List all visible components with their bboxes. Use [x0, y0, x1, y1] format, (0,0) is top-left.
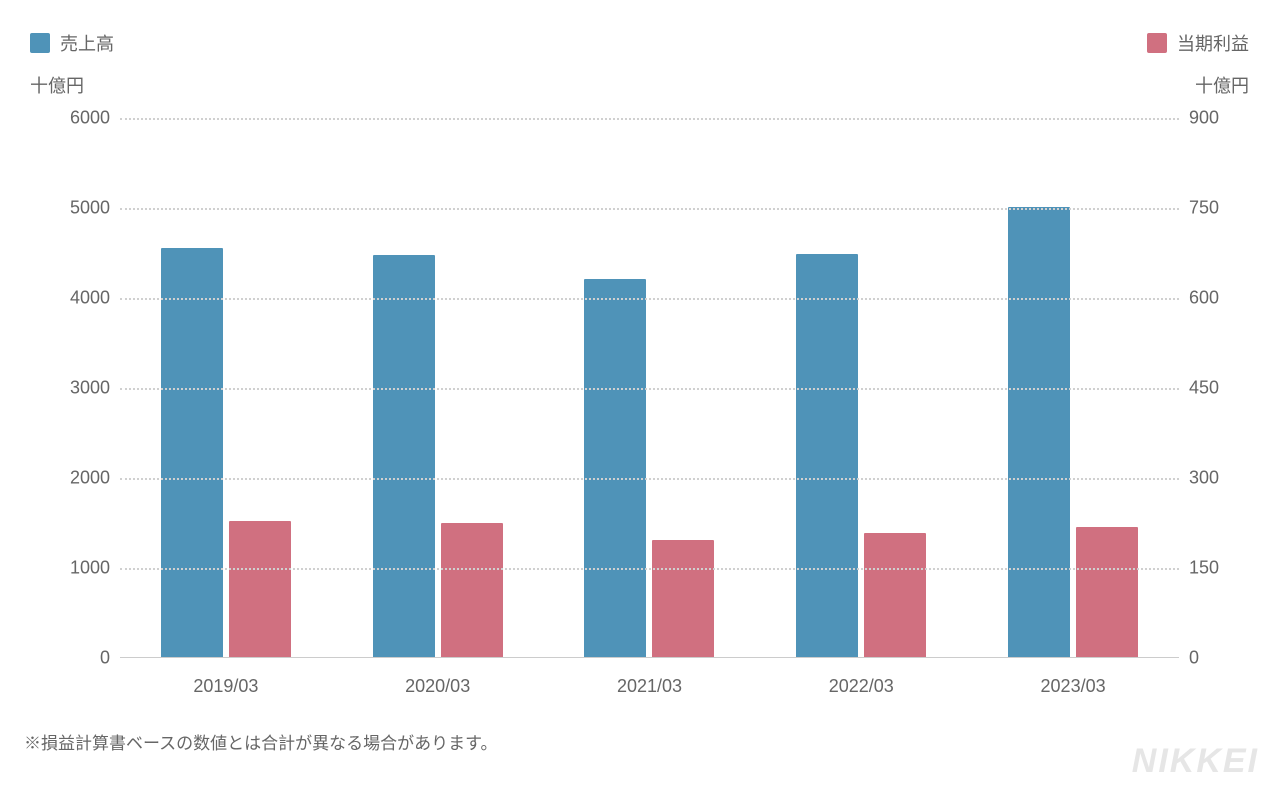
ytick-right: 900 [1189, 108, 1239, 129]
x-axis-label: 2020/03 [348, 676, 528, 697]
ytick-left: 0 [50, 648, 110, 669]
bar-profit [1076, 527, 1138, 657]
ytick-right: 0 [1189, 648, 1239, 669]
bar-profit [441, 523, 503, 657]
ytick-right: 450 [1189, 378, 1239, 399]
bar-revenue [796, 254, 858, 657]
ytick-right: 150 [1189, 558, 1239, 579]
ytick-right: 750 [1189, 198, 1239, 219]
legend: 売上高 当期利益 [20, 20, 1259, 56]
bar-group [559, 279, 739, 657]
bar-group [348, 255, 528, 657]
ytick-right: 600 [1189, 288, 1239, 309]
legend-item-revenue: 売上高 [30, 30, 114, 56]
gridline [120, 298, 1179, 300]
x-axis-labels: 2019/03 2020/03 2021/03 2022/03 2023/03 [20, 676, 1259, 697]
chart-container: 0010001502000300300045040006005000750600… [20, 118, 1259, 658]
bar-profit [229, 521, 291, 657]
gridline [120, 118, 1179, 120]
bar-revenue [1008, 207, 1070, 657]
gridline [120, 388, 1179, 390]
y-axis-label-left: 十億円 [30, 72, 84, 98]
legend-label-profit: 当期利益 [1177, 30, 1249, 56]
gridline [120, 208, 1179, 210]
bar-group [983, 207, 1163, 657]
ytick-left: 6000 [50, 108, 110, 129]
ytick-left: 3000 [50, 378, 110, 399]
y-axis-label-right: 十億円 [1195, 72, 1249, 98]
x-axis-label: 2019/03 [136, 676, 316, 697]
legend-item-profit: 当期利益 [1147, 30, 1249, 56]
plot-area: 0010001502000300300045040006005000750600… [120, 118, 1179, 658]
ytick-right: 300 [1189, 468, 1239, 489]
gridline [120, 478, 1179, 480]
bar-profit [864, 533, 926, 657]
bar-revenue [373, 255, 435, 657]
bar-group [771, 254, 951, 657]
x-axis-label: 2021/03 [559, 676, 739, 697]
legend-swatch-profit [1147, 33, 1167, 53]
bar-revenue [584, 279, 646, 657]
bar-profit [652, 540, 714, 657]
bar-group [136, 248, 316, 658]
x-axis-label: 2022/03 [771, 676, 951, 697]
ytick-left: 4000 [50, 288, 110, 309]
legend-label-revenue: 売上高 [60, 30, 114, 56]
gridline [120, 568, 1179, 570]
ytick-left: 1000 [50, 558, 110, 579]
bar-revenue [161, 248, 223, 658]
ytick-left: 2000 [50, 468, 110, 489]
x-axis-label: 2023/03 [983, 676, 1163, 697]
footnote: ※損益計算書ベースの数値とは合計が異なる場合があります。 [20, 729, 1259, 754]
axis-labels: 十億円 十億円 [20, 56, 1259, 98]
ytick-left: 5000 [50, 198, 110, 219]
watermark: NIKKEI [1132, 742, 1259, 781]
legend-swatch-revenue [30, 33, 50, 53]
